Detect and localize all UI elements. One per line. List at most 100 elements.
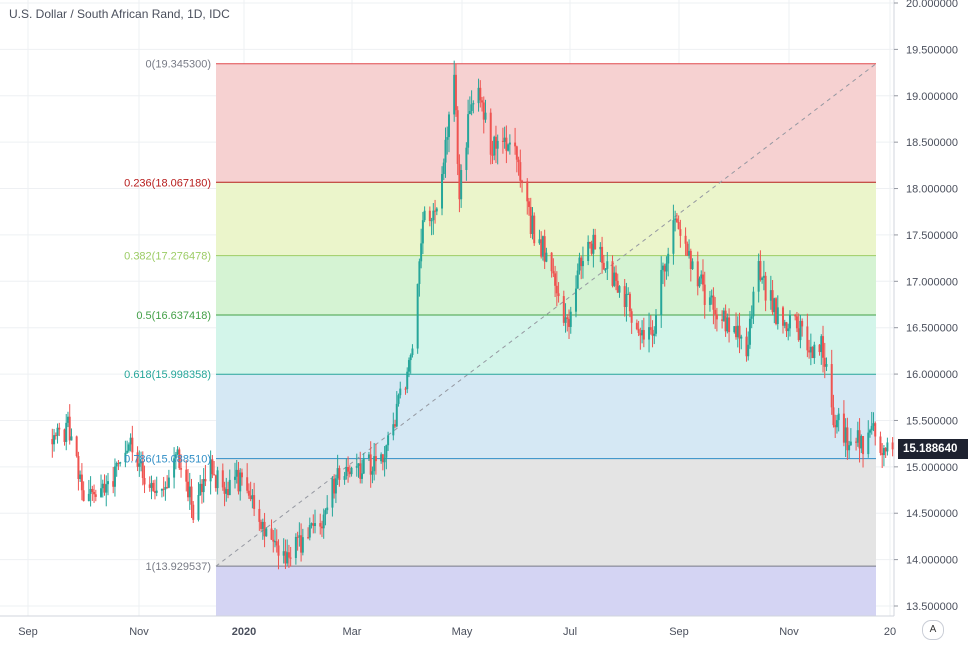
candle-body (176, 449, 179, 455)
candle-body (557, 293, 560, 297)
candle-body (521, 180, 524, 182)
fib-trend-line[interactable] (215, 63, 877, 567)
candle-body (167, 477, 170, 488)
candle-body (714, 309, 717, 315)
candle-body (661, 265, 664, 270)
candle-body (592, 234, 595, 254)
fib-zone (216, 314, 876, 375)
candle-body (246, 477, 249, 491)
candle-body (867, 432, 870, 455)
candle-body (635, 322, 638, 330)
candle-body (611, 261, 614, 286)
candle-body (776, 307, 779, 325)
candle-body (481, 100, 484, 103)
candle-body (347, 467, 350, 472)
candle-body (162, 488, 165, 490)
fib-zone (216, 566, 876, 616)
candle-body (679, 229, 682, 236)
candle-body (228, 479, 231, 496)
y-tick-label: 18.000000 (906, 184, 958, 196)
candle-body (447, 114, 450, 138)
candle-body (314, 523, 317, 527)
candle-body (338, 468, 341, 480)
candle-body (320, 526, 323, 529)
candle-body (526, 181, 529, 202)
candle-body (616, 280, 619, 293)
candle-body (239, 472, 242, 492)
candle-body (334, 478, 337, 494)
candle-body (576, 270, 579, 289)
candle-body (748, 318, 751, 345)
candle-body (287, 552, 290, 558)
candle-body (441, 174, 444, 209)
candle-body (404, 388, 407, 390)
candle-body (214, 475, 217, 489)
candle-body (446, 137, 449, 140)
x-tick-label: Jul (563, 626, 577, 638)
candle-body (58, 427, 61, 430)
fib-levels[interactable] (215, 63, 877, 567)
candle-body (837, 413, 840, 421)
candle-body (77, 456, 80, 479)
y-tick-label: 20.000000 (906, 0, 958, 10)
candle-body (882, 448, 885, 456)
candle-body (813, 344, 816, 359)
candle-body (515, 146, 518, 160)
candle-body (538, 239, 541, 244)
candle-body (406, 371, 409, 390)
candle-body (508, 142, 511, 145)
candle-body (265, 528, 268, 537)
candle-body (124, 452, 127, 463)
candle-body (296, 536, 299, 538)
candle-body (409, 354, 412, 361)
candle-body (649, 327, 652, 330)
candle-body (322, 514, 325, 529)
candle-body (783, 322, 786, 326)
candle-body (701, 274, 704, 285)
candle-body (454, 74, 457, 111)
fib-zone (216, 63, 876, 183)
candle-body (395, 403, 398, 427)
y-tick-label: 15.500000 (906, 415, 958, 427)
candle-body (489, 112, 492, 155)
candle-body (773, 298, 776, 313)
candle-body (708, 297, 711, 305)
candle-body (613, 272, 616, 286)
candle-body (164, 486, 167, 490)
candle-body (545, 252, 548, 262)
candle-body (740, 336, 743, 339)
y-tick-label: 14.500000 (906, 508, 958, 520)
candle-body (150, 482, 153, 488)
candle-body (809, 346, 812, 353)
candle-body (91, 488, 94, 492)
candle-body (93, 491, 96, 495)
candle-body (178, 449, 181, 469)
candle-body (221, 470, 224, 488)
candle-body (651, 329, 654, 336)
y-tick-label: 17.500000 (906, 230, 958, 242)
candle-body (131, 437, 134, 453)
candle-body (152, 482, 155, 492)
candle-body (493, 136, 496, 156)
candle-body (623, 286, 626, 307)
candle-body (275, 541, 278, 546)
auto-scale-button[interactable]: A (922, 620, 944, 640)
candle-body (326, 507, 329, 511)
candle-body (637, 329, 640, 333)
candle-body (460, 170, 463, 200)
candle-body (672, 220, 675, 254)
fib-level-label: 0.5(16.637418) (136, 310, 211, 322)
candle-body (261, 521, 264, 529)
candle-body (253, 495, 256, 509)
candle-body (106, 481, 109, 485)
candle-body (761, 277, 764, 280)
candle-body (554, 273, 557, 286)
candle-body (258, 508, 261, 522)
candle-body (284, 551, 287, 564)
candle-body (138, 463, 141, 467)
candle-body (775, 298, 778, 325)
candle-body (192, 504, 195, 520)
candle-body (552, 271, 555, 274)
